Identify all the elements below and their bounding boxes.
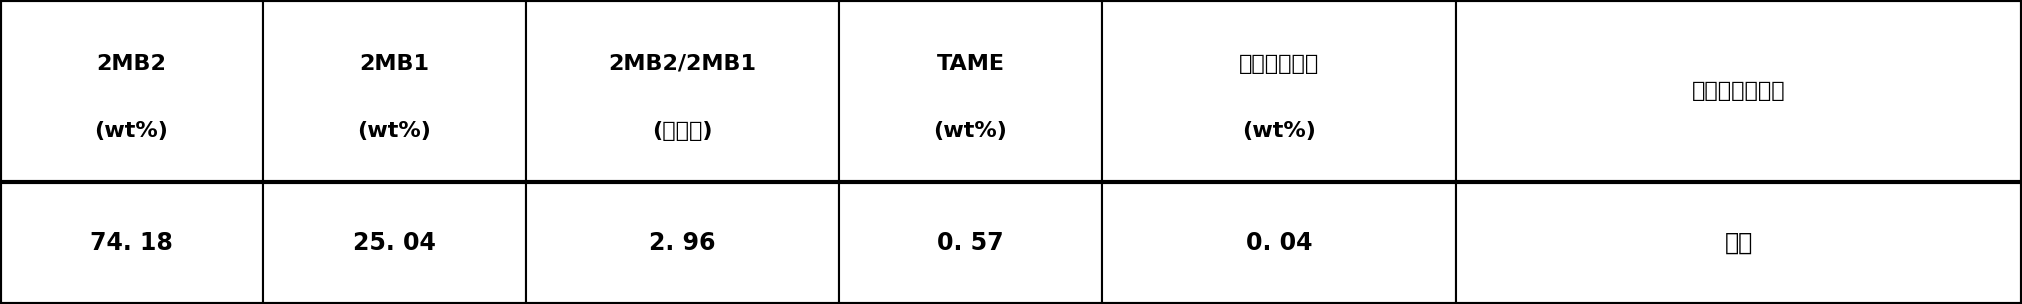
Text: 异戊烯二聚物: 异戊烯二聚物: [1239, 54, 1318, 74]
Bar: [1456, 182, 2022, 304]
Text: (wt%): (wt%): [95, 121, 168, 141]
Text: 2MB2: 2MB2: [97, 54, 166, 74]
Bar: [526, 182, 839, 304]
Text: 25. 04: 25. 04: [354, 231, 435, 255]
Bar: [263, 182, 526, 304]
Text: 0. 57: 0. 57: [938, 231, 1003, 255]
Bar: [1456, 0, 2022, 182]
Text: 其它碳五等杂质: 其它碳五等杂质: [1692, 81, 1785, 101]
Bar: [0, 182, 263, 304]
Text: 0. 04: 0. 04: [1246, 231, 1312, 255]
Text: (wt%): (wt%): [1242, 121, 1316, 141]
Bar: [526, 0, 839, 182]
Text: 2. 96: 2. 96: [649, 231, 716, 255]
Text: TAME: TAME: [936, 54, 1005, 74]
Bar: [839, 182, 1102, 304]
Text: 74. 18: 74. 18: [91, 231, 172, 255]
Text: (wt%): (wt%): [358, 121, 431, 141]
Bar: [1102, 182, 1456, 304]
Text: (质量比): (质量比): [653, 121, 712, 141]
Text: 2MB2/2MB1: 2MB2/2MB1: [609, 54, 756, 74]
Text: 余量: 余量: [1725, 231, 1753, 255]
Bar: [1102, 0, 1456, 182]
Bar: [0, 0, 263, 182]
Text: (wt%): (wt%): [934, 121, 1007, 141]
Bar: [263, 0, 526, 182]
Text: 2MB1: 2MB1: [360, 54, 429, 74]
Bar: [839, 0, 1102, 182]
